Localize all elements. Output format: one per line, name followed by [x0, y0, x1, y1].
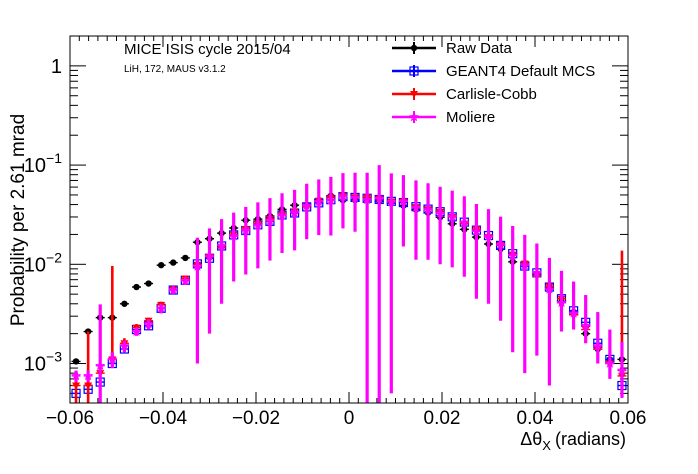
data-marker	[580, 320, 591, 331]
data-marker	[143, 318, 154, 329]
data-marker	[301, 200, 312, 211]
y-tick-exponent: −3	[46, 349, 62, 365]
data-marker	[374, 193, 385, 204]
y-axis-label: Probability per 2.61 mrad	[8, 114, 29, 326]
chart-title: MICE ISIS cycle 2015/04	[124, 41, 291, 58]
data-marker	[240, 225, 251, 235]
data-marker	[350, 192, 361, 203]
data-marker	[410, 202, 421, 213]
y-tick-exponent: −1	[46, 150, 62, 166]
data-marker	[72, 358, 80, 365]
data-marker	[507, 250, 518, 260]
legend-entry: Carlisle-Cobb	[392, 86, 537, 103]
series-layer	[71, 165, 627, 403]
chart-subtitle: LiH, 172, MAUS v3.1.2	[124, 64, 226, 75]
data-marker	[83, 370, 94, 381]
data-marker	[145, 280, 152, 287]
data-marker	[435, 208, 446, 218]
data-marker	[409, 66, 419, 76]
y-tick-label: 10−1	[24, 150, 62, 177]
data-marker	[410, 44, 418, 52]
x-axis-label: ΔθX (radians)	[520, 429, 626, 453]
data-marker	[157, 261, 165, 269]
data-marker	[71, 370, 82, 381]
data-marker	[121, 300, 128, 307]
data-marker	[289, 207, 300, 217]
data-marker	[544, 283, 555, 294]
legend-label: Raw Data	[446, 40, 513, 57]
data-marker	[131, 326, 142, 336]
data-marker	[447, 211, 458, 221]
data-marker	[264, 215, 275, 226]
y-tick-base: 1	[51, 56, 62, 78]
data-marker	[337, 191, 348, 202]
data-marker	[616, 365, 627, 375]
data-marker	[107, 354, 118, 364]
data-marker	[313, 196, 324, 207]
series-moliere	[71, 165, 627, 403]
data-marker	[604, 358, 615, 368]
data-marker	[471, 226, 482, 236]
data-marker	[252, 220, 263, 230]
data-marker	[398, 196, 409, 206]
y-tick-label: 10−2	[24, 249, 62, 276]
data-marker	[204, 251, 215, 261]
data-marker	[592, 340, 603, 351]
data-marker	[568, 308, 579, 318]
data-marker	[386, 196, 397, 207]
data-marker	[95, 360, 106, 371]
legend-label: Moliere	[446, 109, 495, 126]
data-marker	[410, 91, 418, 98]
data-marker	[119, 340, 130, 351]
y-tick-label: 1	[51, 56, 62, 78]
data-marker	[156, 303, 167, 313]
data-marker	[408, 111, 420, 122]
x-tick-label: −0.02	[232, 408, 280, 429]
data-marker	[325, 195, 336, 205]
x-axis-ticks: −0.06 −0.04 −0.02 0 0.02 0.04 0.06	[46, 36, 647, 429]
y-tick-label: 10−3	[24, 349, 62, 376]
legend-entry: Raw Data	[392, 40, 513, 57]
data-marker	[192, 261, 203, 271]
x-tick-label: −0.06	[46, 408, 94, 429]
data-marker	[228, 230, 239, 241]
data-marker	[133, 283, 140, 291]
x-tick-label: 0.04	[517, 408, 554, 429]
data-marker	[423, 204, 434, 214]
legend-entry: GEANT4 Default MCS	[392, 63, 595, 80]
data-marker	[362, 194, 373, 205]
x-tick-label: −0.04	[139, 408, 188, 429]
data-marker	[182, 254, 189, 262]
legend: Raw Data GEANT4 Default MCS Carlisle-Cobb M…	[392, 40, 595, 126]
y-tick-base: 10	[24, 254, 46, 276]
x-tick-label: 0.02	[424, 408, 461, 429]
legend-label: Carlisle-Cobb	[446, 86, 537, 103]
data-marker	[483, 231, 494, 241]
data-marker	[459, 217, 470, 227]
data-marker	[277, 210, 288, 220]
data-marker	[72, 382, 81, 390]
data-marker	[216, 240, 227, 250]
y-tick-base: 10	[24, 155, 46, 177]
data-marker	[531, 267, 542, 278]
data-marker	[84, 382, 93, 390]
data-marker	[519, 259, 530, 270]
plot-frame	[69, 35, 629, 404]
data-marker	[170, 259, 177, 266]
y-tick-exponent: −2	[46, 249, 62, 265]
y-tick-base: 10	[24, 354, 46, 376]
data-marker	[168, 284, 179, 295]
legend-entry: Moliere	[392, 109, 495, 126]
data-marker	[495, 239, 506, 250]
data-marker	[180, 275, 191, 286]
x-tick-label: 0.06	[610, 408, 647, 429]
legend-label: GEANT4 Default MCS	[446, 63, 595, 80]
data-marker	[556, 297, 567, 308]
x-tick-label: 0	[344, 408, 355, 429]
